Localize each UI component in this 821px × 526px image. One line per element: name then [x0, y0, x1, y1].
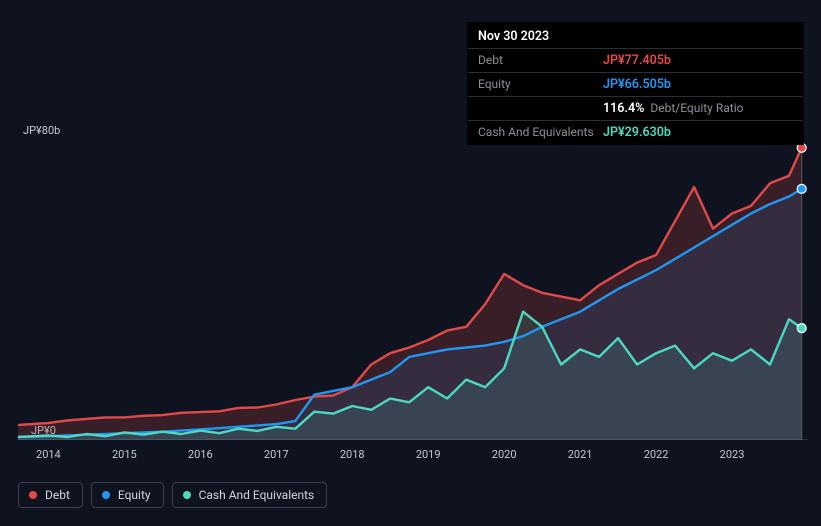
legend-item-cash[interactable]: Cash And Equivalents [172, 482, 328, 508]
legend-item-label: Equity [118, 488, 151, 502]
legend-dot-icon [183, 491, 191, 499]
tooltip-row-label: Cash And Equivalents [478, 125, 603, 139]
x-axis-tick-label: 2022 [644, 448, 669, 461]
legend-item-equity[interactable]: Equity [91, 482, 164, 508]
tooltip-row: DebtJP¥77.405b [468, 48, 803, 72]
legend-dot-icon [29, 491, 37, 499]
tooltip-date: Nov 30 2023 [468, 23, 803, 48]
x-axis-tick-label: 2018 [340, 448, 365, 461]
x-axis-tick-label: 2014 [36, 448, 61, 461]
legend-item-label: Debt [45, 488, 70, 502]
legend-item-debt[interactable]: Debt [18, 482, 83, 508]
tooltip-row-value: JP¥66.505b [603, 77, 671, 92]
tooltip-row: 116.4% Debt/Equity Ratio [468, 96, 803, 120]
chart-tooltip: Nov 30 2023 DebtJP¥77.405bEquityJP¥66.50… [467, 22, 804, 145]
tooltip-row-label: Equity [478, 77, 603, 91]
legend-item-label: Cash And Equivalents [199, 488, 315, 502]
x-axis-tick-label: 2019 [416, 448, 441, 461]
y-axis-label-max: JP¥80b [23, 124, 60, 137]
x-axis-tick-label: 2016 [188, 448, 213, 461]
tooltip-row: Cash And EquivalentsJP¥29.630b [468, 120, 803, 144]
x-axis-tick-label: 2017 [264, 448, 289, 461]
legend-dot-icon [102, 491, 110, 499]
x-axis-tick-label: 2021 [568, 448, 593, 461]
x-axis-tick-label: 2023 [720, 448, 745, 461]
tooltip-row-value: JP¥29.630b [603, 125, 671, 140]
tooltip-row-value: 116.4% [603, 101, 644, 116]
debt-equity-chart: JP¥80b JP¥0 2014201520162017201820192020… [0, 0, 821, 526]
chart-legend: Debt Equity Cash And Equivalents [18, 482, 327, 508]
chart-plot-area[interactable] [18, 138, 808, 440]
x-axis-tick-label: 2020 [492, 448, 517, 461]
tooltip-row: EquityJP¥66.505b [468, 72, 803, 96]
x-axis-tick-label: 2015 [112, 448, 137, 461]
tooltip-row-extra: Debt/Equity Ratio [650, 101, 743, 115]
tooltip-row-value: JP¥77.405b [603, 53, 671, 68]
tooltip-row-label: Debt [478, 53, 603, 67]
